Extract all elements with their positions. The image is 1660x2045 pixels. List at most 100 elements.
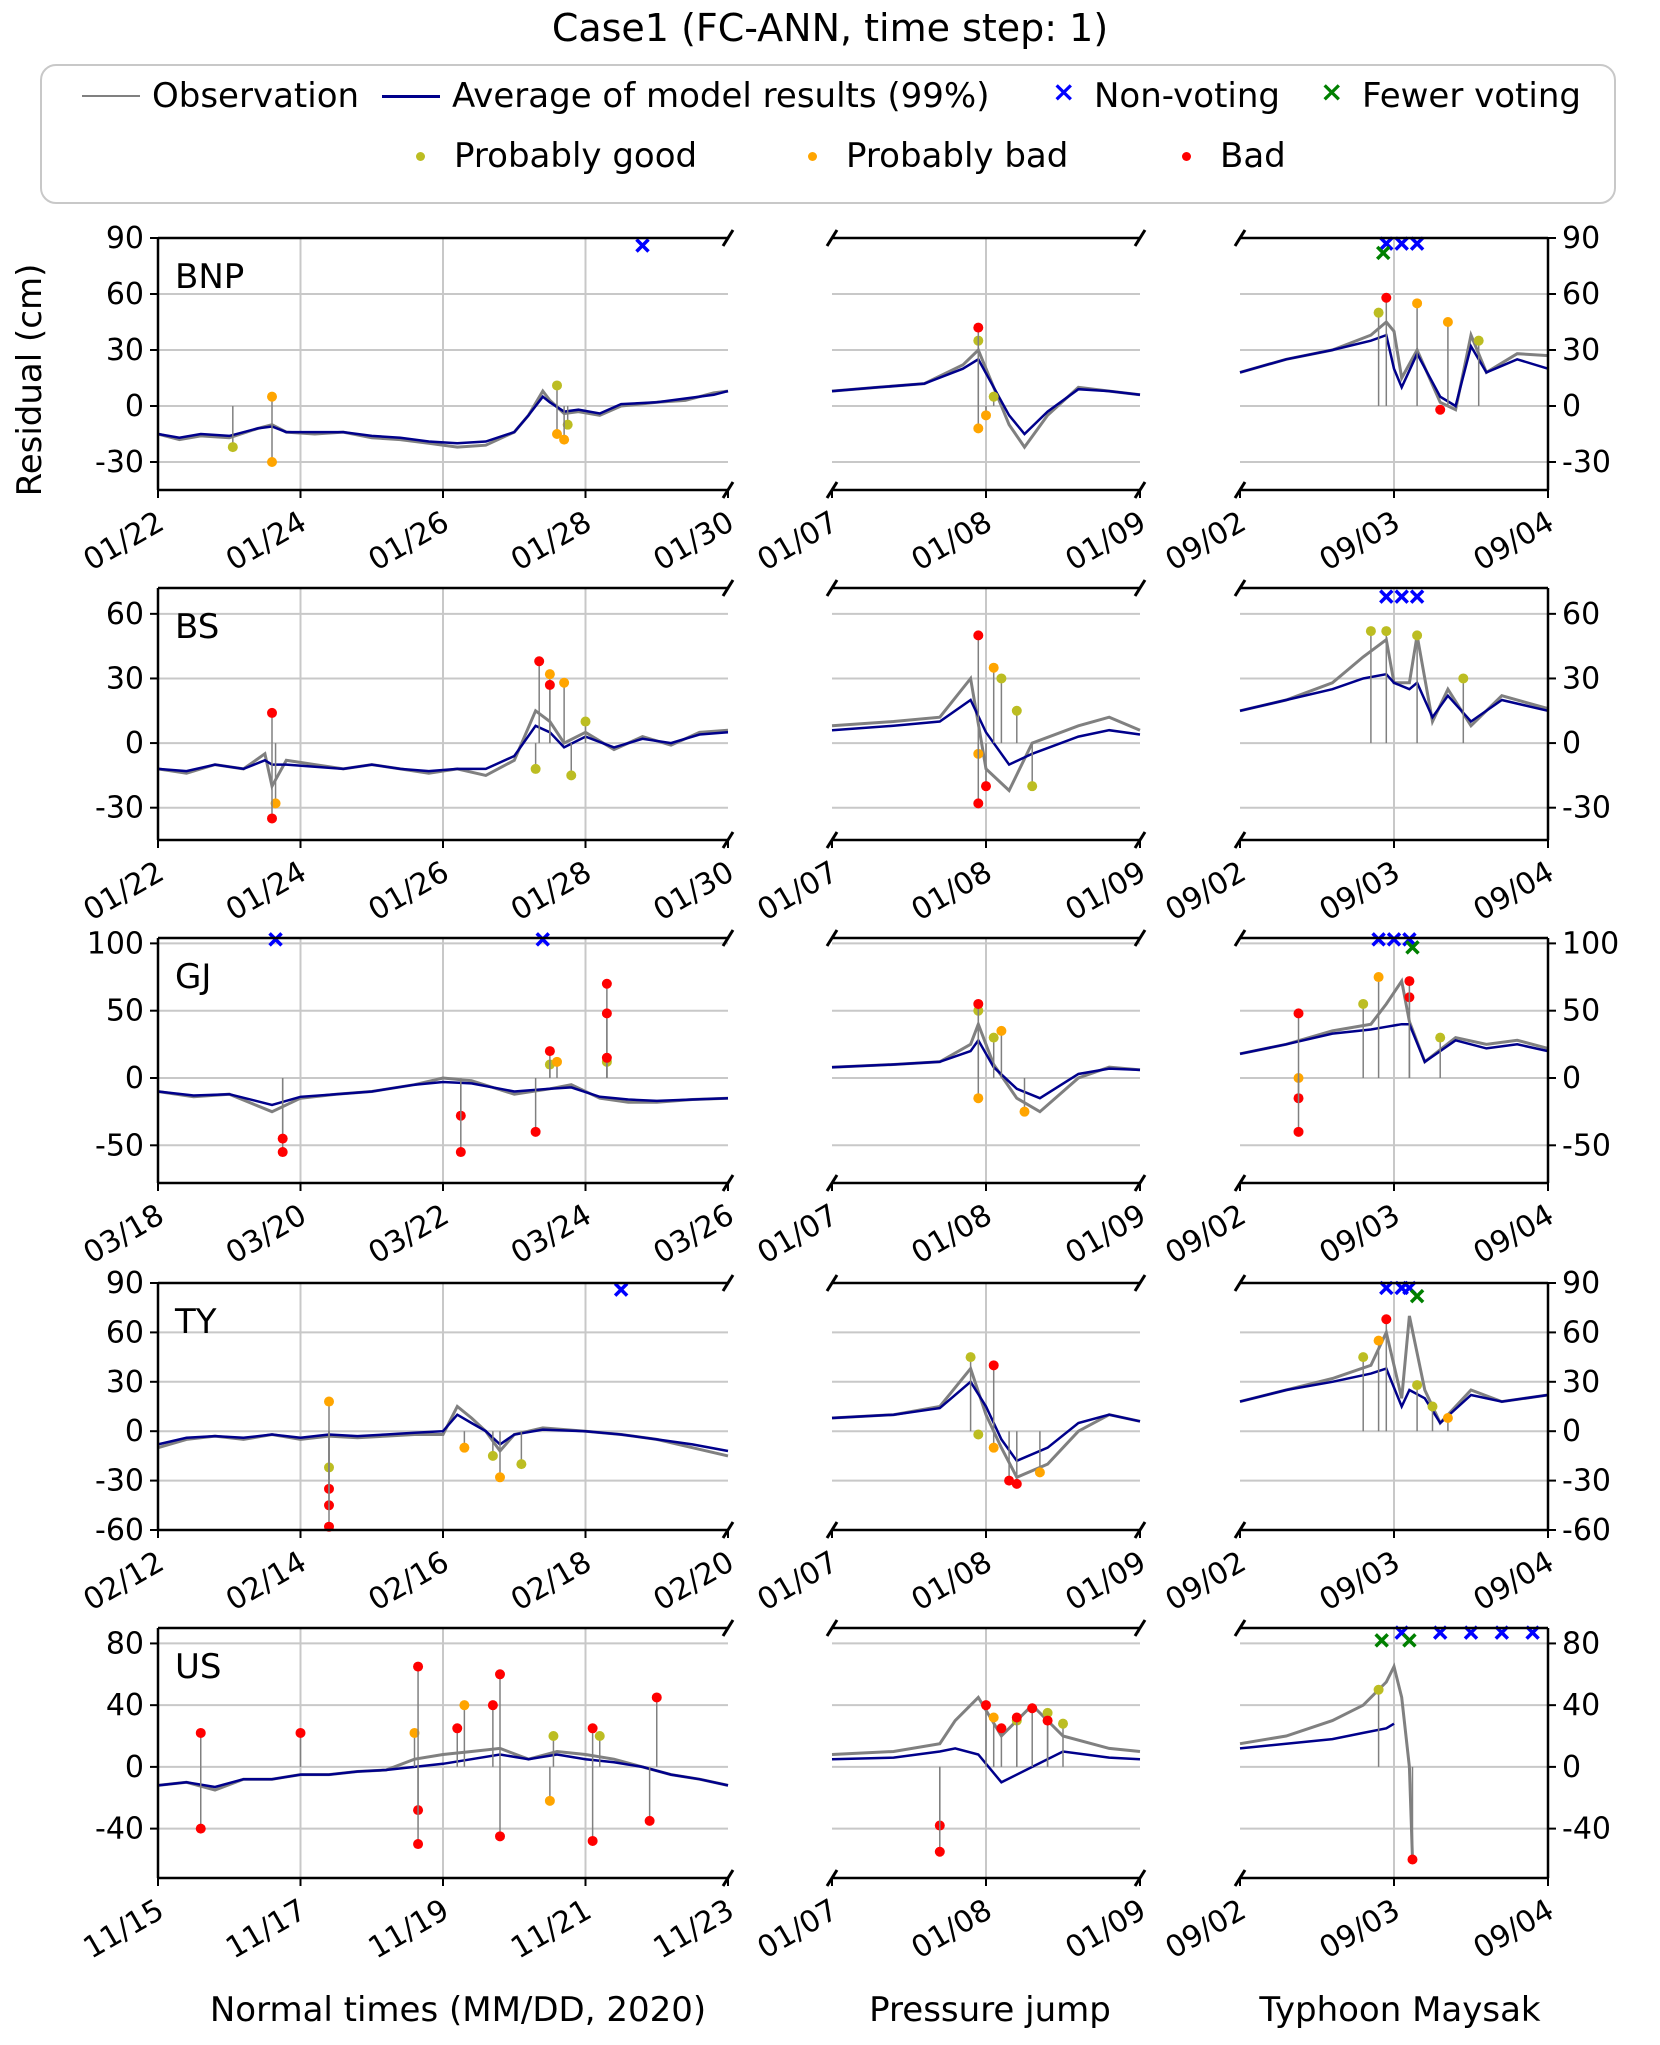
legend-item-observation: Observation [82,76,359,116]
bad-point [452,1723,463,1734]
probably-bad-point [981,410,991,421]
x-tick-label: 01/08 [906,505,998,579]
bad-point [267,813,277,824]
bad-point [267,707,277,718]
non-voting-marker [1402,932,1417,947]
x-tick-label: 01/08 [906,1198,998,1272]
axis-break-mark [1233,579,1247,597]
bad-point [1011,1712,1022,1723]
x-tick-label: 01/24 [220,505,312,579]
legend-item-probably-bad: Probably bad [794,136,1068,176]
probably-bad-point [459,1700,470,1711]
x-tick-label: 03/18 [78,1198,170,1272]
model-line [157,1080,729,1107]
x-tick-label: 01/08 [906,855,998,929]
y-tick-label: 0 [1562,1750,1581,1785]
y-tick-label: -40 [95,1812,144,1847]
bad-point [981,781,991,792]
x-tick-label: 02/20 [648,1545,740,1619]
y-tick-label: -60 [95,1513,144,1548]
y-tick-label: 90 [1562,1266,1600,1301]
bad-point [601,1052,612,1063]
probably-good-point [996,673,1007,684]
bad-point [495,1831,505,1842]
probably-bad-point [459,1442,470,1453]
y-tick-label: 0 [1562,726,1581,761]
axis-break-mark [721,1274,735,1292]
x-tick-label: 02/12 [78,1545,170,1619]
y-tick-label: -30 [1562,1464,1611,1499]
x-tick-label: 02/16 [363,1545,455,1619]
bad-point [1027,1703,1038,1714]
probably-good-point [1473,335,1484,346]
y-tick-label: 30 [1562,661,1600,696]
panel-bnp-pressure: 01/07 01/08 01/09 [752,229,1152,579]
panel-us-typhoon: 09/02 09/03 09/04 80 40 0 -40 [1160,1619,1611,1966]
non-voting-marker [1371,932,1386,947]
probably-bad-point [1442,317,1453,327]
non-voting-marker [1386,932,1402,947]
legend-line-model [382,79,440,113]
axis-break-mark [1133,929,1147,947]
probably-bad-point [988,1712,999,1723]
probably-bad-point [1442,1413,1453,1424]
axis-break-mark [825,1619,839,1637]
legend-item-probably-good: Probably good [402,136,697,176]
probably-bad-point [495,1472,505,1483]
bad-point [1407,1854,1418,1865]
bad-point [413,1839,424,1850]
probably-good-point [973,1429,984,1440]
model-line [1239,1022,1549,1064]
y-tick-label: 60 [106,277,144,312]
bad-point [988,1360,999,1371]
panel-us-normal: 11/15 11/17 11/19 11/21 11/23 80 40 0 -40 [78,1619,740,1967]
y-tick-label: -30 [1562,445,1611,480]
non-voting-marker [1379,236,1394,251]
y-tick-label: 40 [1562,1688,1600,1723]
probably-bad-point [324,1396,334,1407]
probably-good-point [580,716,591,727]
column-label-normal: Normal times (MM/DD, 2020) [209,1990,707,2030]
bad-point [277,1133,288,1144]
x-tick-label: 09/04 [1468,1545,1560,1619]
bad-point [495,1669,505,1680]
legend-item-bad: Bad [1168,136,1286,176]
axis-break-mark [1133,229,1147,247]
legend-label-observation: Observation [152,76,360,116]
y-tick-label: 0 [125,1750,144,1785]
non-voting-marker [268,932,283,947]
y-tick-label: -30 [95,791,144,826]
probably-good-point [1011,705,1022,716]
y-tick-label: 90 [1562,221,1600,256]
fewer-voting-marker [1405,940,1420,955]
legend-label-model: Average of model results (99%) [452,76,990,116]
y-tick-label: 60 [1562,1315,1600,1350]
x-tick-label: 03/22 [363,1198,455,1272]
panel-ty-typhoon: 09/02 09/03 09/04 90 60 30 0 -30 -60 [1160,1266,1611,1618]
y-tick-label: 60 [106,1315,144,1350]
probably-good-point [1412,1380,1423,1391]
x-tick-label: 11/23 [648,1893,740,1967]
bad-point [195,1823,206,1834]
legend-item-non-voting: × Non-voting [1042,75,1280,116]
bad-point [530,1126,541,1137]
non-voting-marker [1409,589,1425,604]
axis-break-mark [1233,1619,1247,1637]
legend-label-non-voting: Non-voting [1094,76,1280,116]
non-voting-marker [635,238,650,253]
x-tick-label: 01/30 [648,505,740,579]
probably-bad-point [1019,1106,1030,1117]
y-tick-label: 80 [1562,1626,1600,1661]
x-tick-label: 01/07 [752,1893,844,1967]
y-tick-label: 50 [1562,994,1600,1029]
x-tick-label: 01/09 [1060,1893,1152,1967]
observation-line [1239,1662,1414,1860]
y-tick-label: 0 [1562,389,1581,424]
bad-point [973,322,984,333]
probably-good-point [1358,998,1369,1009]
model-line [157,724,729,773]
probably-bad-point [973,1093,984,1104]
probably-good-point [227,442,238,453]
probably-good-point [1042,1707,1053,1718]
